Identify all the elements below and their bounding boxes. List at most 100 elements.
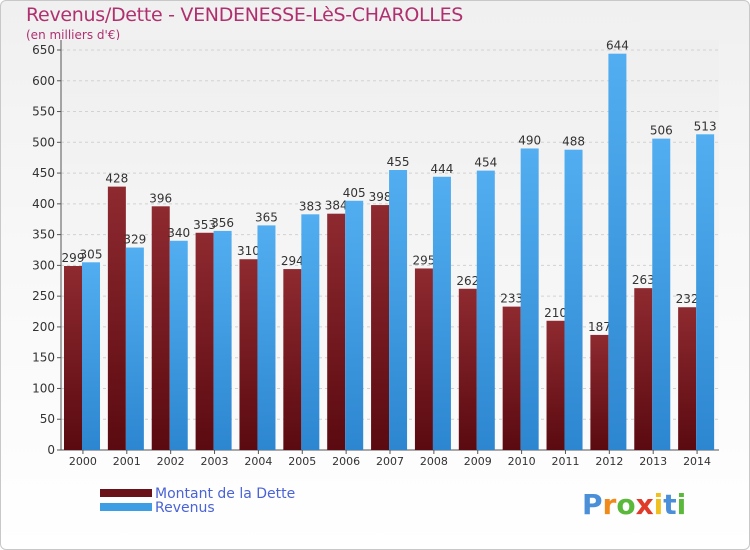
- x-tick-label: 2003: [201, 455, 229, 468]
- y-tick-label: 100: [32, 381, 55, 395]
- x-tick-label: 2014: [683, 455, 711, 468]
- data-label-dette: 262: [456, 274, 479, 288]
- data-label-dette: 396: [149, 191, 172, 205]
- data-label-revenus: 444: [430, 162, 453, 176]
- bar-revenus: [213, 230, 232, 450]
- data-label-dette: 310: [237, 244, 260, 258]
- data-label-revenus: 383: [299, 199, 322, 213]
- legend-label-dette: Montant de la Dette: [155, 486, 296, 502]
- bar-revenus: [564, 149, 583, 450]
- y-tick-label: 200: [32, 320, 55, 334]
- bar-dette: [371, 205, 390, 450]
- bar-dette: [283, 269, 302, 450]
- bar-dette: [502, 306, 521, 450]
- bar-dette: [546, 320, 565, 450]
- bar-revenus: [652, 138, 671, 450]
- x-tick-label: 2006: [332, 455, 360, 468]
- bar-revenus: [301, 214, 320, 450]
- legend-swatch-revenus: [100, 503, 152, 511]
- bar-revenus: [257, 225, 276, 450]
- x-tick-label: 2002: [157, 455, 185, 468]
- data-label-dette: 353: [193, 218, 216, 232]
- data-label-dette: 299: [62, 251, 85, 265]
- data-label-revenus: 506: [650, 124, 673, 138]
- data-label-revenus: 488: [562, 135, 585, 149]
- y-tick-label: 600: [32, 74, 55, 88]
- bar-dette: [634, 288, 653, 450]
- data-label-revenus: 454: [474, 156, 497, 170]
- bar-revenus: [169, 240, 188, 450]
- bar-revenus: [696, 134, 715, 451]
- data-label-revenus: 644: [606, 39, 629, 53]
- y-tick-label: 650: [32, 43, 55, 57]
- data-label-revenus: 513: [694, 119, 717, 133]
- logo-letter: i: [653, 488, 664, 521]
- y-tick-label: 400: [32, 197, 55, 211]
- y-tick-label: 550: [32, 105, 55, 119]
- legend-label-revenus: Revenus: [155, 500, 215, 516]
- bar-revenus: [476, 170, 495, 450]
- logo-letter: x: [635, 488, 654, 521]
- x-tick-label: 2011: [551, 455, 579, 468]
- proxiti-logo: Proxiti: [582, 488, 686, 521]
- bar-dette: [195, 232, 214, 450]
- y-tick-label: 50: [40, 412, 55, 426]
- data-label-revenus: 329: [123, 233, 146, 247]
- data-label-dette: 232: [676, 292, 699, 306]
- x-tick-label: 2010: [508, 455, 536, 468]
- x-tick-label: 2008: [420, 455, 448, 468]
- y-tick-label: 150: [32, 351, 55, 365]
- legend-swatch-dette: [100, 489, 152, 497]
- data-label-revenus: 356: [211, 216, 234, 230]
- x-tick-label: 2004: [244, 455, 272, 468]
- data-label-revenus: 365: [255, 210, 278, 224]
- bar-dette: [327, 213, 346, 450]
- x-tick-label: 2007: [376, 455, 404, 468]
- bar-revenus: [389, 170, 408, 450]
- bar-revenus: [125, 247, 144, 450]
- data-label-dette: 295: [412, 253, 435, 267]
- bar-revenus: [345, 200, 364, 450]
- y-tick-label: 500: [32, 135, 55, 149]
- logo-letter: i: [676, 488, 687, 521]
- data-label-dette: 263: [632, 273, 655, 287]
- y-tick-label: 450: [32, 166, 55, 180]
- data-label-revenus: 405: [343, 186, 366, 200]
- logo-letter: t: [663, 488, 677, 521]
- bar-dette: [64, 266, 82, 450]
- logo-letter: P: [582, 488, 603, 521]
- data-label-revenus: 340: [167, 226, 190, 240]
- data-label-dette: 384: [325, 199, 348, 213]
- bar-dette: [107, 186, 126, 450]
- data-label-dette: 428: [105, 172, 128, 186]
- data-label-dette: 210: [544, 306, 567, 320]
- chart-title: Revenus/Dette - VENDENESSE-LèS-CHAROLLES: [26, 4, 464, 26]
- y-tick-label: 300: [32, 258, 55, 272]
- data-label-dette: 294: [281, 254, 304, 268]
- data-label-revenus: 455: [387, 155, 410, 169]
- bar-revenus: [608, 53, 627, 450]
- y-tick-label: 0: [47, 443, 55, 457]
- data-label-revenus: 490: [518, 133, 541, 147]
- data-label-revenus: 305: [80, 247, 103, 261]
- x-tick-label: 2005: [288, 455, 316, 468]
- x-tick-label: 2009: [464, 455, 492, 468]
- chart-subtitle: (en milliers d'€): [26, 28, 121, 42]
- x-tick-label: 2013: [639, 455, 667, 468]
- bar-dette: [239, 259, 258, 450]
- logo-letter: r: [602, 488, 617, 521]
- x-tick-label: 2001: [113, 455, 141, 468]
- y-tick-label: 350: [32, 228, 55, 242]
- data-label-dette: 398: [369, 190, 392, 204]
- x-tick-label: 2000: [69, 455, 97, 468]
- x-tick-label: 2012: [595, 455, 623, 468]
- bar-revenus: [82, 262, 100, 450]
- logo-letter: o: [616, 488, 636, 521]
- bar-dette: [151, 206, 170, 450]
- bar-dette: [414, 268, 433, 450]
- bar-dette: [590, 334, 609, 450]
- bar-dette: [458, 288, 477, 450]
- y-tick-label: 250: [32, 289, 55, 303]
- bar-revenus: [520, 148, 539, 450]
